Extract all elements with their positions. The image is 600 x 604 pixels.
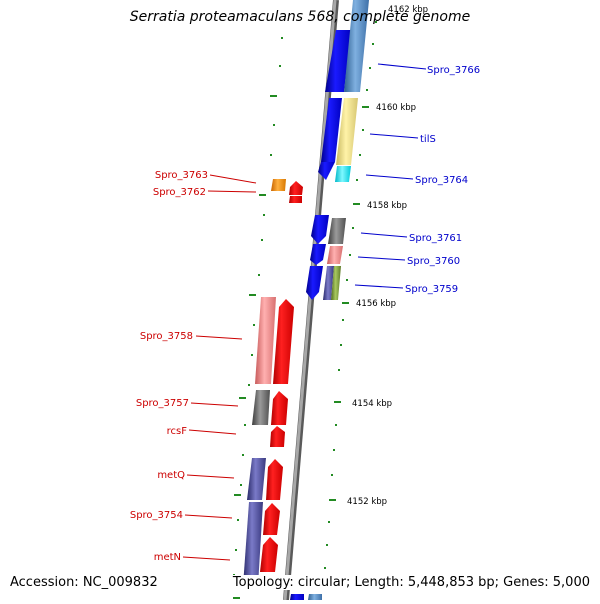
gene-forward-blue-2[interactable] <box>311 215 329 244</box>
gene-metn[interactable] <box>260 537 278 572</box>
gene-tils[interactable] <box>336 98 358 165</box>
gene-metq[interactable] <box>247 458 266 500</box>
gene-spro-3758[interactable] <box>255 297 276 384</box>
tick-label-4162: 4162 kbp <box>388 5 428 15</box>
label-spro-3761[interactable]: Spro_3761 <box>409 233 462 244</box>
topology-text: Topology: circular; Length: 5,448,853 bp… <box>228 575 590 590</box>
gene-forward-blue-3[interactable] <box>310 244 326 265</box>
label-spro-3754[interactable]: Spro_3754 <box>130 510 183 521</box>
label-metq[interactable]: metQ <box>157 470 185 481</box>
tick-label-4154: 4154 kbp <box>352 399 392 409</box>
label-spro-3759[interactable]: Spro_3759 <box>405 284 458 295</box>
gene-forward-bottom <box>290 594 304 600</box>
tick-label-4160: 4160 kbp <box>376 103 416 113</box>
label-spro-3763[interactable]: Spro_3763 <box>155 170 208 181</box>
backbone <box>283 0 337 601</box>
tick-label-4152: 4152 kbp <box>347 497 387 507</box>
label-tils[interactable]: tilS <box>420 134 436 145</box>
gene-rcsf[interactable] <box>270 426 285 447</box>
forward-leaders <box>354 63 427 289</box>
gene-spro-3754-red[interactable] <box>263 503 280 535</box>
label-spro-3760[interactable]: Spro_3760 <box>407 256 460 267</box>
reverse-strand-genes <box>243 179 303 586</box>
gene-spro-3759[interactable] <box>323 266 334 300</box>
label-rcsf[interactable]: rcsF <box>167 426 188 437</box>
gene-forward-bottom-2 <box>308 594 322 600</box>
label-spro-3762[interactable]: Spro_3762 <box>153 187 206 198</box>
gene-spro-3761[interactable] <box>328 218 346 244</box>
tick-label-4156: 4156 kbp <box>356 299 396 309</box>
gene-spro-3759-b <box>331 266 341 300</box>
label-spro-3758[interactable]: Spro_3758 <box>140 331 193 342</box>
gene-forward-blue-1-head <box>318 162 335 180</box>
label-metn[interactable]: metN <box>154 552 181 563</box>
gene-forward-top[interactable] <box>325 30 351 92</box>
gene-spro-3763[interactable] <box>271 179 286 191</box>
gene-spro-3764[interactable] <box>335 166 351 182</box>
gene-spro-3757[interactable] <box>252 390 270 425</box>
reverse-leaders <box>182 174 257 561</box>
gene-forward-blue-4[interactable] <box>306 266 323 300</box>
gene-spro-3757-red[interactable] <box>271 391 288 425</box>
tick-label-4158: 4158 kbp <box>367 201 407 211</box>
accession-text: Accession: NC_009832 <box>10 575 158 590</box>
outer-tick-ring <box>324 21 377 569</box>
label-spro-3764[interactable]: Spro_3764 <box>415 175 468 186</box>
gene-metq-red[interactable] <box>266 459 283 500</box>
gene-spro-3762-b <box>289 196 302 203</box>
gene-forward-blue-1[interactable] <box>321 98 342 162</box>
gene-spro-3760[interactable] <box>327 246 343 264</box>
gene-spro-3762[interactable] <box>289 181 303 195</box>
label-spro-3757[interactable]: Spro_3757 <box>136 398 189 409</box>
label-spro-3766[interactable]: Spro_3766 <box>427 65 480 76</box>
gene-spro-3758-red[interactable] <box>273 299 294 384</box>
gene-spro-3754[interactable] <box>243 502 263 586</box>
forward-strand-genes <box>290 0 369 600</box>
map-title: Serratia proteamaculans 568, complete ge… <box>129 9 471 25</box>
gene-spro-3766[interactable] <box>344 0 369 92</box>
